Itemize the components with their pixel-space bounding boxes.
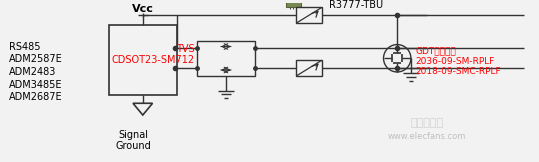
Text: ADM2587E: ADM2587E <box>9 54 63 64</box>
Text: R3777-TBU: R3777-TBU <box>329 0 383 10</box>
Circle shape <box>140 42 144 47</box>
Text: www.elecfans.com: www.elecfans.com <box>388 132 466 141</box>
Bar <box>296 7 322 23</box>
Bar <box>296 60 322 76</box>
Bar <box>108 25 177 95</box>
Text: Vcc: Vcc <box>132 4 154 14</box>
Text: RS485: RS485 <box>9 41 40 52</box>
Text: GDT（３极）
2036-09-SM-RPLF
2018-09-SMC-RPLF: GDT（３极） 2036-09-SM-RPLF 2018-09-SMC-RPLF <box>416 46 501 76</box>
Bar <box>286 0 301 7</box>
Text: ADM2483: ADM2483 <box>9 67 56 77</box>
Text: ADM2687E: ADM2687E <box>9 92 63 102</box>
Text: 电子发烧网: 电子发烧网 <box>410 118 443 128</box>
Text: ADM3485E: ADM3485E <box>9 80 62 90</box>
Text: TVS
CDSOT23-SM712: TVS CDSOT23-SM712 <box>112 44 195 65</box>
Bar <box>197 41 255 76</box>
Circle shape <box>157 71 162 76</box>
Text: Signal
Ground: Signal Ground <box>115 130 151 151</box>
